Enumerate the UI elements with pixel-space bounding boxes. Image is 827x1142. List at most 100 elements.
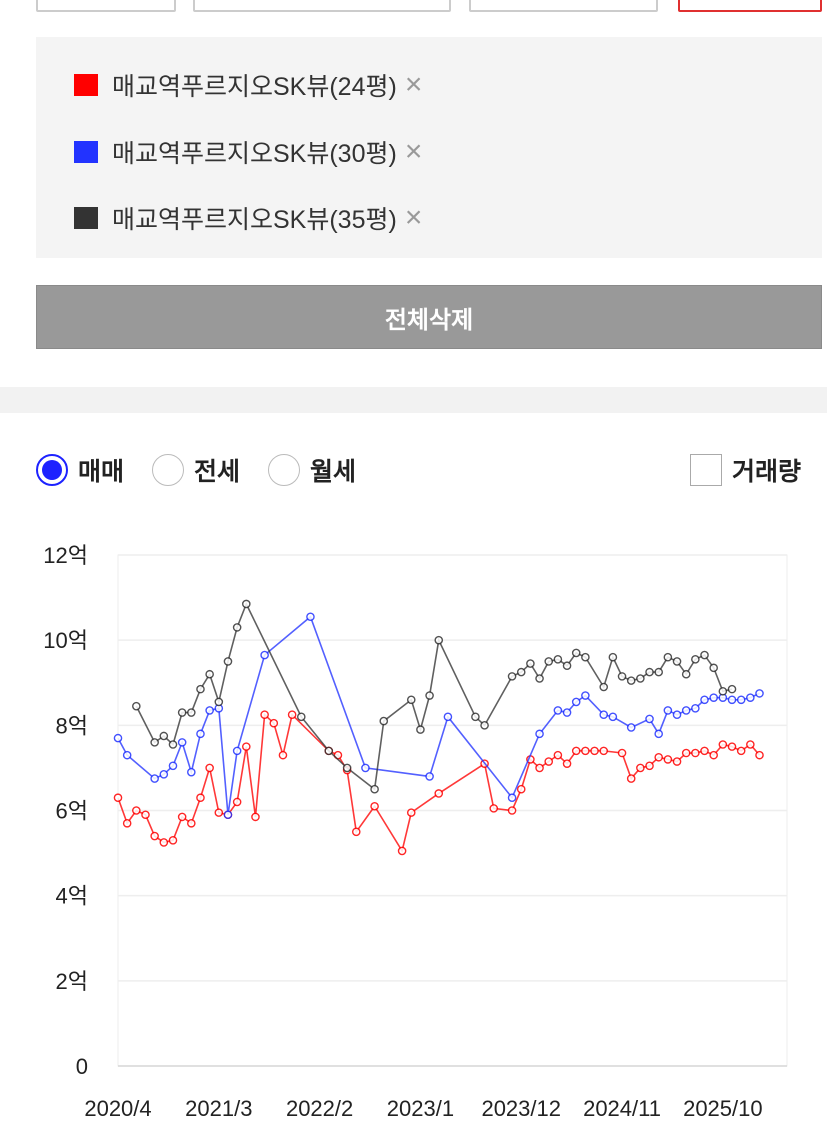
data-point[interactable]: [571, 697, 581, 707]
filter-select-3[interactable]: [469, 0, 658, 12]
data-point[interactable]: [251, 812, 260, 822]
data-point[interactable]: [535, 674, 544, 683]
data-point[interactable]: [626, 676, 636, 685]
data-point[interactable]: [746, 740, 755, 749]
data-point[interactable]: [351, 827, 361, 837]
data-point[interactable]: [324, 746, 334, 756]
data-point[interactable]: [187, 818, 196, 828]
data-point[interactable]: [269, 718, 279, 728]
data-point[interactable]: [443, 712, 453, 722]
data-point[interactable]: [168, 740, 178, 749]
data-point[interactable]: [581, 691, 590, 700]
data-point[interactable]: [214, 808, 224, 817]
data-point[interactable]: [727, 742, 737, 751]
data-point[interactable]: [663, 755, 673, 764]
data-point[interactable]: [205, 763, 214, 773]
data-point[interactable]: [196, 729, 205, 739]
data-point[interactable]: [571, 746, 581, 756]
radio-jeonse[interactable]: [152, 454, 185, 486]
radio-monthly-label[interactable]: 월세: [310, 458, 357, 486]
data-point[interactable]: [361, 763, 370, 773]
data-point[interactable]: [681, 748, 691, 758]
data-point[interactable]: [205, 669, 214, 679]
data-point[interactable]: [260, 650, 269, 660]
delete-all-button[interactable]: 전체삭제: [36, 285, 822, 349]
data-point[interactable]: [122, 750, 132, 760]
data-point[interactable]: [370, 801, 379, 811]
data-point[interactable]: [535, 763, 544, 773]
data-point[interactable]: [608, 652, 618, 662]
data-point[interactable]: [553, 750, 563, 760]
data-point[interactable]: [416, 725, 425, 734]
data-point[interactable]: [205, 706, 214, 715]
close-icon[interactable]: ×: [404, 201, 423, 234]
data-point[interactable]: [672, 710, 682, 719]
data-point[interactable]: [736, 695, 746, 705]
data-point[interactable]: [626, 723, 636, 732]
close-icon[interactable]: ×: [404, 68, 423, 101]
data-point[interactable]: [736, 746, 746, 756]
data-point[interactable]: [553, 706, 563, 715]
data-point[interactable]: [242, 599, 251, 609]
data-point[interactable]: [141, 810, 150, 820]
filter-button[interactable]: [678, 0, 822, 12]
data-point[interactable]: [709, 693, 718, 702]
data-point[interactable]: [654, 729, 663, 739]
data-point[interactable]: [654, 667, 663, 677]
data-point[interactable]: [746, 693, 755, 702]
data-point[interactable]: [727, 684, 737, 694]
data-point[interactable]: [159, 770, 169, 779]
filter-select-1[interactable]: [36, 0, 176, 12]
filter-select-2[interactable]: [193, 0, 451, 12]
data-point[interactable]: [132, 701, 141, 711]
data-point[interactable]: [122, 818, 132, 828]
data-point[interactable]: [681, 706, 691, 715]
data-point[interactable]: [691, 703, 700, 713]
data-point[interactable]: [700, 695, 709, 705]
data-point[interactable]: [278, 750, 288, 760]
data-point[interactable]: [562, 708, 572, 717]
radio-monthly[interactable]: [268, 454, 301, 486]
data-point[interactable]: [159, 731, 169, 741]
data-point[interactable]: [562, 661, 572, 671]
data-point[interactable]: [232, 623, 242, 632]
data-point[interactable]: [379, 716, 389, 726]
data-point[interactable]: [608, 712, 618, 722]
data-point[interactable]: [553, 655, 563, 664]
data-point[interactable]: [581, 746, 590, 756]
data-point[interactable]: [581, 652, 590, 662]
data-point[interactable]: [526, 659, 535, 668]
data-point[interactable]: [645, 714, 654, 724]
data-point[interactable]: [223, 810, 233, 820]
data-point[interactable]: [636, 763, 645, 773]
data-point[interactable]: [370, 784, 379, 794]
data-point[interactable]: [672, 657, 682, 666]
data-point[interactable]: [196, 684, 205, 694]
data-point[interactable]: [177, 812, 187, 822]
data-point[interactable]: [434, 789, 444, 798]
data-point[interactable]: [471, 712, 480, 722]
data-point[interactable]: [755, 689, 764, 698]
data-point[interactable]: [113, 793, 123, 803]
data-point[interactable]: [645, 761, 654, 771]
data-point[interactable]: [306, 612, 315, 622]
data-point[interactable]: [516, 667, 526, 677]
data-point[interactable]: [663, 706, 673, 715]
data-point[interactable]: [214, 697, 224, 707]
data-point[interactable]: [150, 774, 159, 783]
data-point[interactable]: [691, 748, 700, 758]
data-point[interactable]: [544, 757, 554, 766]
volume-label[interactable]: 거래량: [731, 458, 801, 486]
data-point[interactable]: [617, 748, 627, 758]
data-point[interactable]: [159, 838, 169, 847]
volume-checkbox[interactable]: [689, 454, 722, 486]
data-point[interactable]: [727, 695, 737, 705]
data-point[interactable]: [755, 750, 764, 760]
data-point[interactable]: [397, 846, 407, 856]
data-point[interactable]: [480, 721, 489, 730]
data-point[interactable]: [489, 804, 499, 813]
data-point[interactable]: [232, 797, 242, 807]
data-point[interactable]: [168, 761, 178, 771]
data-point[interactable]: [599, 682, 609, 692]
data-point[interactable]: [709, 663, 718, 673]
